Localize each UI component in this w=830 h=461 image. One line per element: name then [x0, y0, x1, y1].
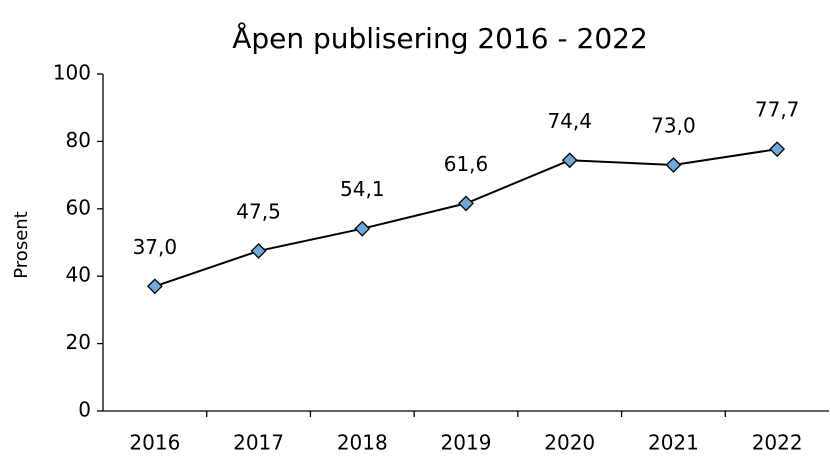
- data-label: 73,0: [651, 113, 696, 137]
- marker: [769, 141, 786, 158]
- x-tick-label: 2021: [648, 431, 699, 455]
- data-label: 47,5: [236, 199, 281, 223]
- marker: [458, 195, 474, 212]
- marker: [561, 152, 578, 169]
- marker: [250, 243, 267, 259]
- x-tick-label: 2018: [337, 431, 388, 455]
- marker: [146, 278, 163, 295]
- marker: [665, 157, 682, 173]
- data-label: 77,7: [755, 98, 800, 122]
- y-tick-label: 100: [53, 61, 91, 85]
- x-tick-label: 2022: [752, 431, 803, 455]
- x-tick-label: 2016: [129, 431, 180, 455]
- y-tick-label: 0: [78, 398, 91, 422]
- chart-title: Åpen publisering 2016 - 2022: [232, 21, 648, 55]
- y-axis-label: Prosent: [11, 211, 32, 278]
- x-tick-label: 2017: [233, 431, 284, 455]
- y-tick-label: 40: [66, 263, 91, 287]
- x-tick-label: 2019: [441, 431, 492, 455]
- data-label: 74,4: [547, 109, 592, 133]
- marker: [354, 220, 371, 237]
- data-label: 54,1: [340, 177, 385, 201]
- y-tick-label: 20: [66, 330, 91, 354]
- data-label: 61,6: [444, 152, 489, 176]
- data-label: 37,0: [133, 235, 178, 259]
- y-tick-label: 60: [66, 195, 91, 219]
- x-tick-label: 2020: [544, 431, 595, 455]
- y-tick-label: 80: [66, 128, 91, 152]
